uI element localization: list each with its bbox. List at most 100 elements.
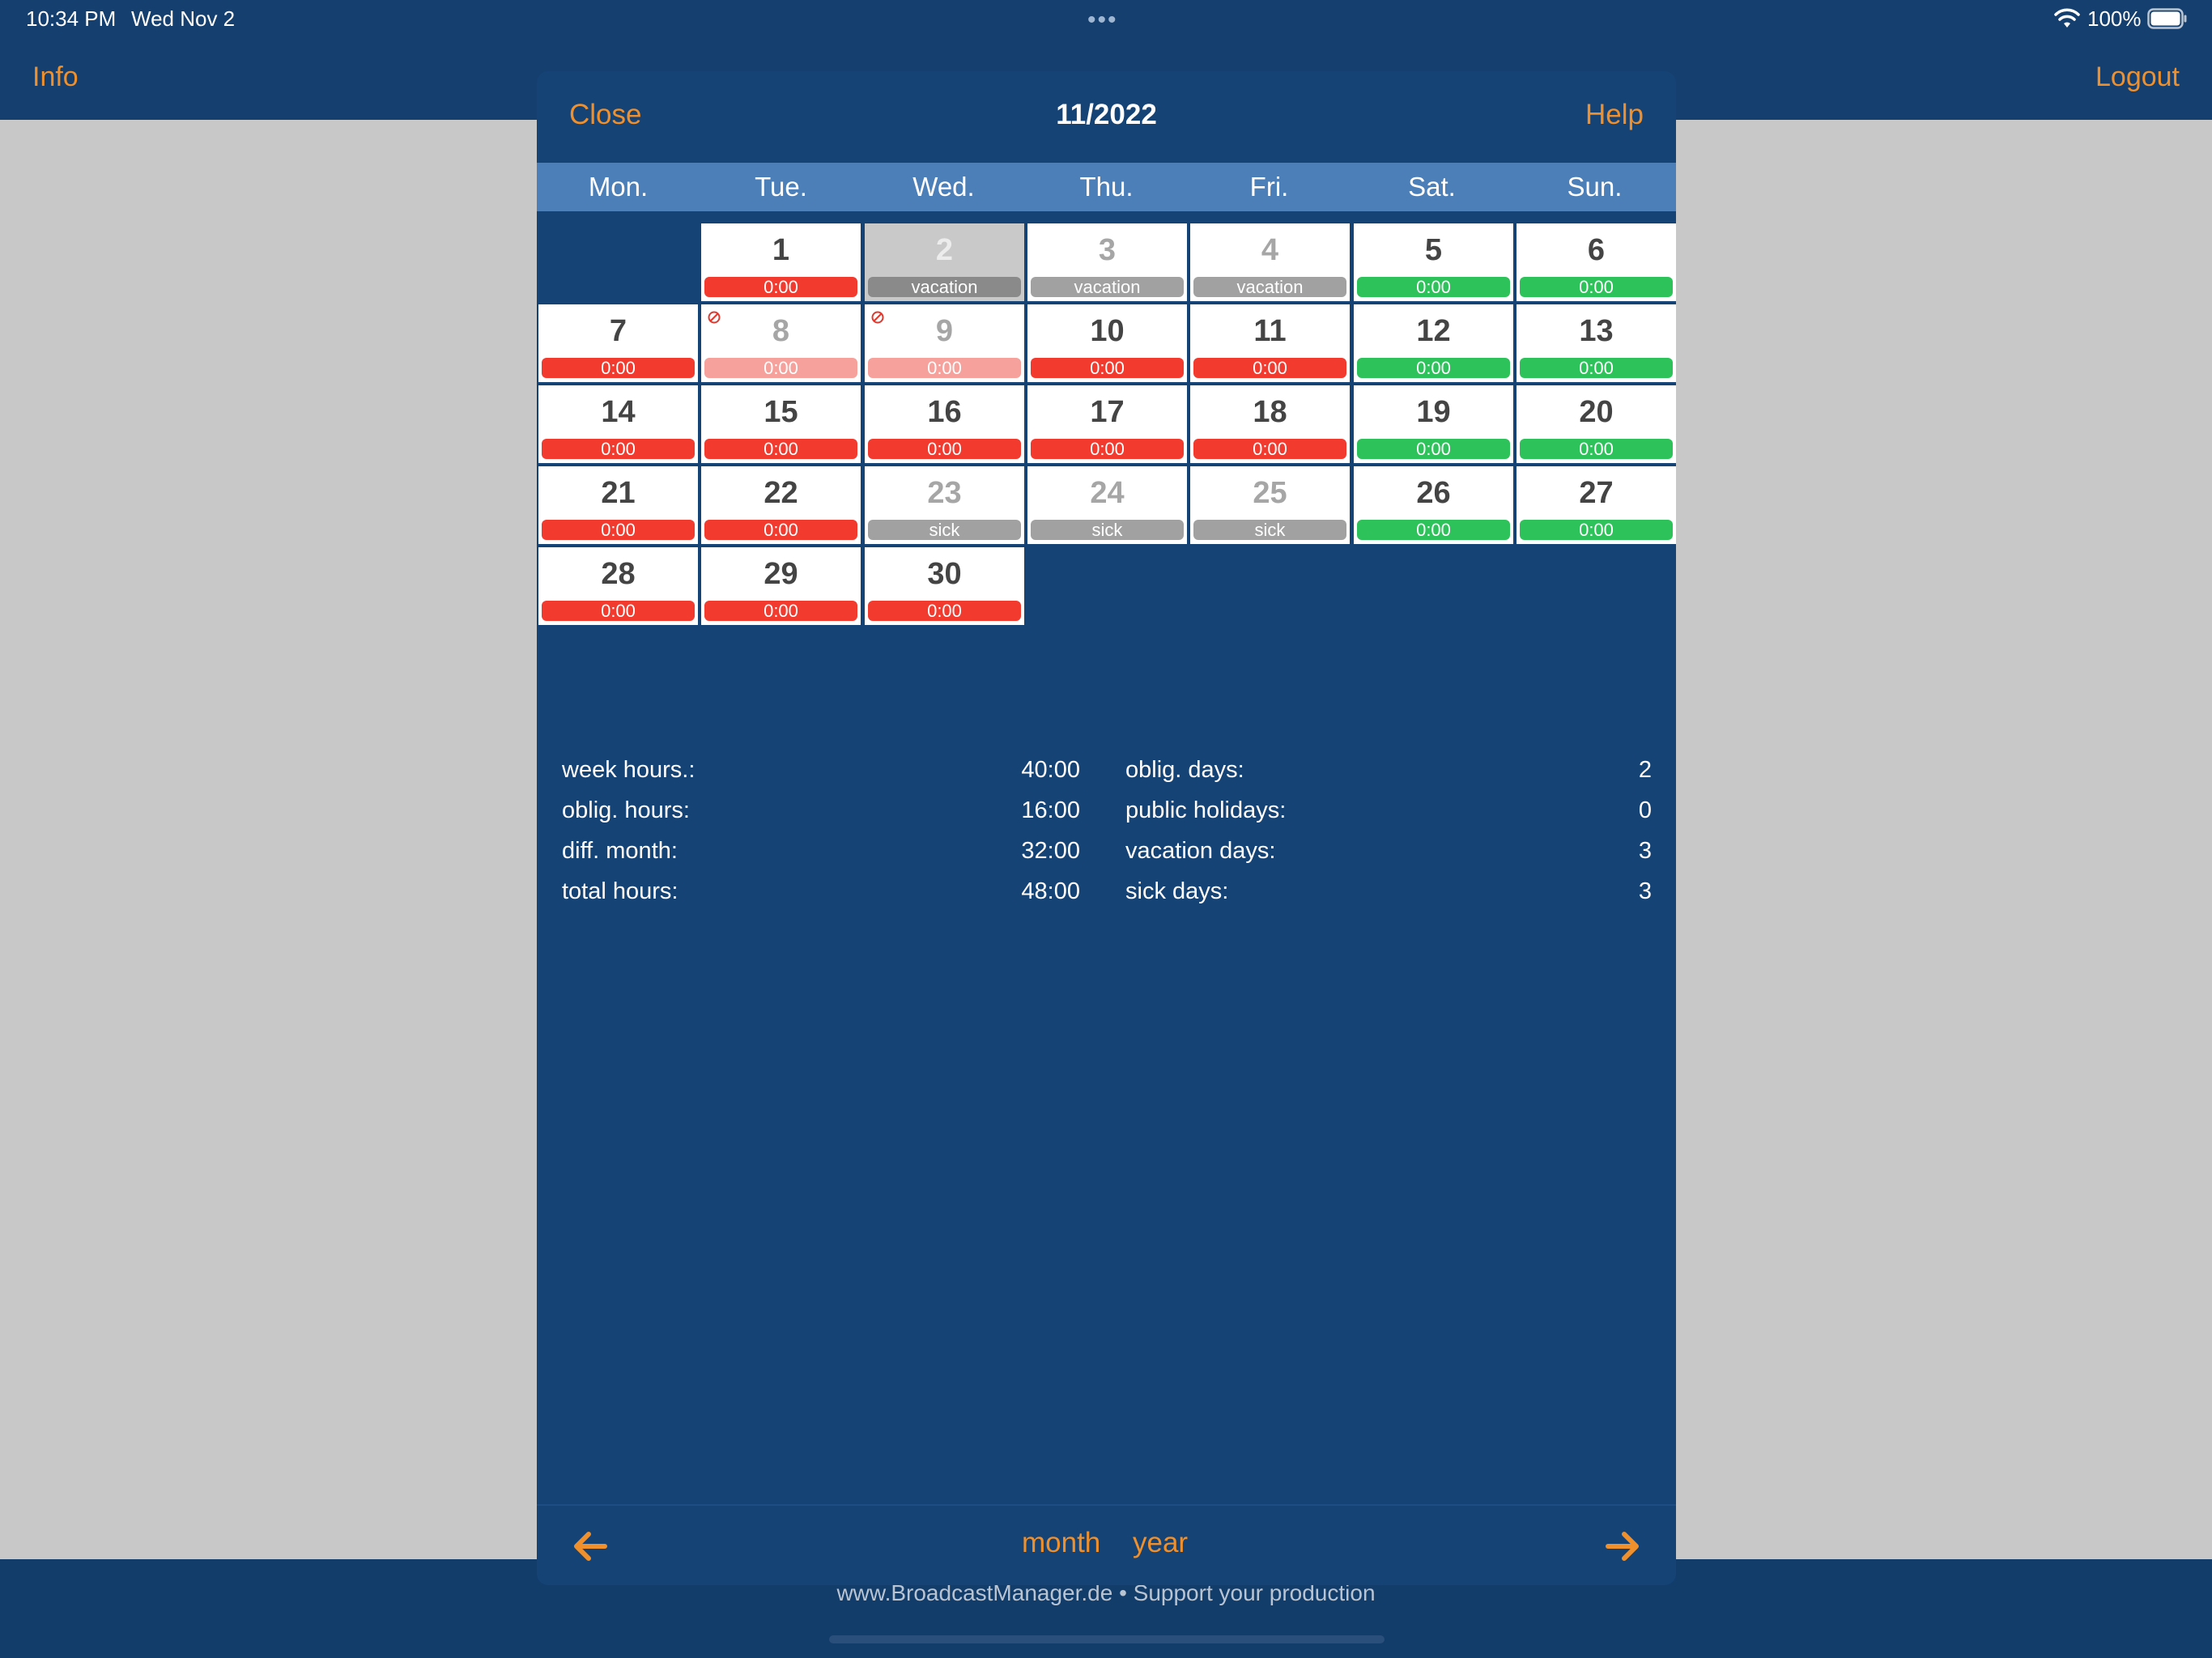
help-button[interactable]: Help [1585,99,1644,130]
day-status-badge: 0:00 [1031,439,1184,459]
day-status-badge: 0:00 [704,439,857,459]
day-status-badge: 0:00 [704,601,857,621]
day-cell[interactable]: 22 0:00 [701,466,861,544]
day-cell[interactable]: 11 0:00 [1190,304,1350,382]
day-status-badge: 0:00 [1520,439,1673,459]
day-cell[interactable]: 5 0:00 [1354,223,1513,301]
weekday-sun: Sun. [1567,172,1623,202]
day-cell[interactable]: 28 0:00 [538,547,698,625]
stat-label: sick days: [1125,878,1229,904]
arrow-left-icon[interactable] [566,1522,615,1571]
day-cell[interactable]: 30 0:00 [865,547,1024,625]
day-cell[interactable]: 9 0:00 [865,304,1024,382]
day-cell[interactable]: 26 0:00 [1354,466,1513,544]
day-number: 3 [1098,233,1117,267]
day-cell[interactable]: 6 0:00 [1516,223,1676,301]
day-number: 7 [609,314,627,348]
day-cell[interactable]: 29 0:00 [701,547,861,625]
calendar-modal: Close 11/2022 Help Mon. Tue. Wed. Thu. F… [537,71,1676,1585]
day-status-badge: 0:00 [1520,358,1673,378]
stat-row: week hours.: 40:00 [562,750,1080,790]
day-status-badge: 0:00 [542,601,695,621]
day-number: 18 [1253,395,1287,429]
day-number: 12 [1416,314,1451,348]
day-cell[interactable]: 8 0:00 [701,304,861,382]
day-number: 16 [927,395,962,429]
day-cell[interactable]: 4 vacation [1190,223,1350,301]
day-cell[interactable]: 20 0:00 [1516,385,1676,463]
day-cell[interactable]: 16 0:00 [865,385,1024,463]
day-status-badge: 0:00 [542,439,695,459]
stat-value: 48:00 [1021,878,1080,904]
day-status-badge: vacation [868,277,1021,297]
day-number: 10 [1090,314,1125,348]
home-indicator[interactable] [829,1635,1385,1643]
day-status-badge: 0:00 [1520,277,1673,297]
stat-label: oblig. hours: [562,797,690,823]
day-status-badge: 0:00 [1357,439,1510,459]
wifi-icon [2054,8,2080,29]
no-entry-icon [708,311,721,324]
stat-row: sick days: 3 [1125,871,1652,912]
day-number: 22 [764,476,798,510]
day-cell[interactable]: 14 0:00 [538,385,698,463]
day-number: 1 [772,233,790,267]
day-number: 28 [601,557,636,591]
day-number: 17 [1090,395,1125,429]
day-cell[interactable]: 21 0:00 [538,466,698,544]
arrow-right-icon[interactable] [1598,1522,1647,1571]
stat-value: 40:00 [1021,757,1080,783]
day-cell[interactable]: 17 0:00 [1027,385,1187,463]
stat-row: diff. month: 32:00 [562,831,1080,871]
stat-value: 32:00 [1021,838,1080,864]
battery-percent: 100% [2087,6,2142,31]
day-cell[interactable]: 24 sick [1027,466,1187,544]
month-button[interactable]: month [1022,1527,1101,1558]
day-status-badge: 0:00 [1193,358,1346,378]
weekday-mon: Mon. [588,172,649,202]
year-button[interactable]: year [1133,1527,1189,1558]
day-cell[interactable]: 18 0:00 [1190,385,1350,463]
day-cell[interactable]: 3 vacation [1027,223,1187,301]
month-title: 11/2022 [1056,99,1157,130]
stat-label: total hours: [562,878,678,904]
day-cell[interactable]: 12 0:00 [1354,304,1513,382]
battery-icon [2147,8,2188,29]
bottom-nav: month year [537,1504,1676,1585]
weekday-tue: Tue. [755,172,807,202]
day-number: 20 [1579,395,1614,429]
day-number: 21 [601,476,636,510]
stat-row: total hours: 48:00 [562,871,1080,912]
no-entry-icon [871,311,884,324]
multitask-dots[interactable]: ••• [1087,6,1118,33]
stat-row: oblig. hours: 16:00 [562,790,1080,831]
status-time: 10:34 PM [26,6,117,31]
day-number: 9 [935,314,954,348]
day-cell[interactable]: 25 sick [1190,466,1350,544]
day-cell[interactable]: 13 0:00 [1516,304,1676,382]
stat-value: 3 [1638,838,1652,864]
close-button[interactable]: Close [569,99,642,130]
day-number: 25 [1253,476,1287,510]
day-cell[interactable]: 2 vacation [865,223,1024,301]
day-status-badge: 0:00 [1193,439,1346,459]
day-number: 5 [1424,233,1443,267]
day-status-badge: 0:00 [1357,520,1510,540]
day-cell[interactable]: 15 0:00 [701,385,861,463]
info-link[interactable]: Info [32,62,79,92]
day-cell[interactable]: 7 0:00 [538,304,698,382]
day-cell[interactable]: 23 sick [865,466,1024,544]
stat-value: 3 [1638,878,1652,904]
day-status-badge: 0:00 [542,358,695,378]
day-cell[interactable]: 19 0:00 [1354,385,1513,463]
day-cell[interactable]: 1 0:00 [701,223,861,301]
weekday-sat: Sat. [1408,172,1456,202]
day-cell[interactable]: 27 0:00 [1516,466,1676,544]
weekday-thu: Thu. [1079,172,1134,202]
logout-link[interactable]: Logout [2095,62,2180,92]
day-number: 27 [1579,476,1614,510]
day-number: 11 [1253,314,1287,348]
day-cell[interactable]: 10 0:00 [1027,304,1187,382]
day-number: 13 [1579,314,1614,348]
day-status-badge: 0:00 [1357,277,1510,297]
